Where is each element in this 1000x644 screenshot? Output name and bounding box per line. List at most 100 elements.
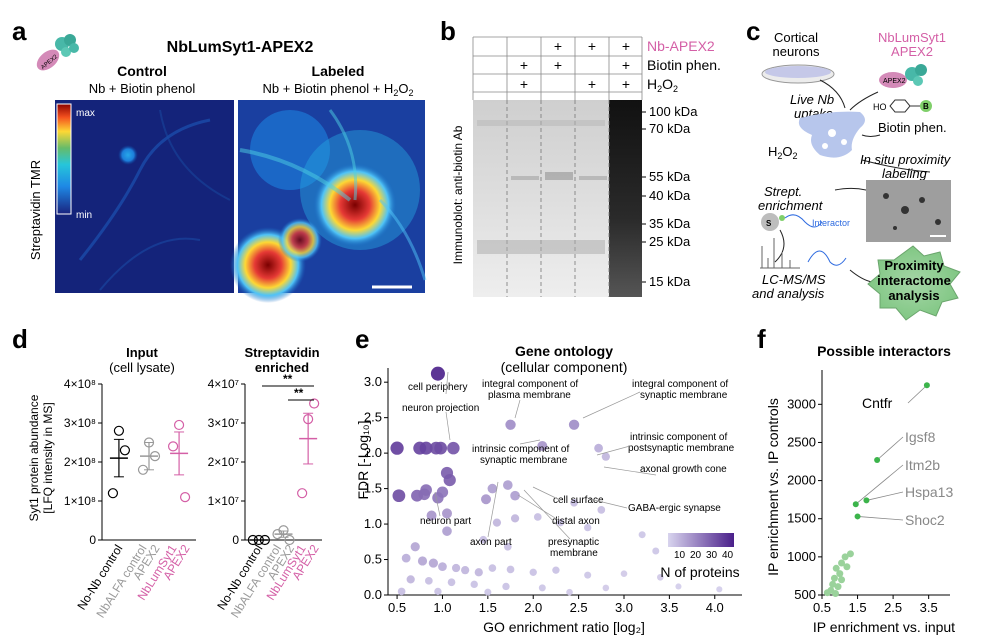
in-situ-label-2: labeling <box>882 166 928 181</box>
kda-label: 70 kDa <box>649 121 691 136</box>
y-tick-label: 3×10⁷ <box>208 416 239 430</box>
control-subheading: Nb + Biotin phenol <box>89 81 196 96</box>
strept-title: Streptavidin <box>244 345 319 360</box>
interactor-point <box>832 589 840 597</box>
go-term-point <box>447 441 460 455</box>
plus-mark: + <box>622 38 630 54</box>
data-point <box>297 488 308 499</box>
go-term-point <box>584 571 592 579</box>
control-image <box>55 100 234 293</box>
interactor-label: Interactor <box>812 218 850 228</box>
data-point <box>149 451 161 462</box>
data-point <box>259 534 270 546</box>
go-term-point <box>638 531 646 539</box>
e-legend-bar <box>668 533 734 547</box>
colorbar-max: max <box>76 108 95 119</box>
kda-markers: 100 kDa 70 kDa 55 kDa 40 kDa 35 kDa 25 kDa 15 … <box>642 104 698 289</box>
control-image-texture <box>78 109 231 291</box>
go-term-point <box>451 563 461 573</box>
interactor-point <box>829 580 837 588</box>
data-point <box>137 464 149 475</box>
go-term-point <box>602 584 610 592</box>
annot-presynaptic-2: membrane <box>550 548 598 559</box>
data-point <box>303 414 314 425</box>
go-term-point <box>434 587 442 596</box>
go-term-point <box>556 518 565 527</box>
construct-label-2: APEX2 <box>891 44 933 59</box>
y-tick-label: 4×10⁸ <box>64 377 96 391</box>
colorbar <box>56 103 72 215</box>
kda-label: 25 kDa <box>649 234 691 249</box>
go-term-point <box>392 489 406 503</box>
e-xlabel: GO enrichment ratio [log₂] <box>483 619 645 635</box>
go-term-point <box>594 443 603 453</box>
go-term-point <box>420 484 432 496</box>
x-tick-label: 0.5 <box>388 600 406 615</box>
y-tick-label: 2500 <box>787 434 816 449</box>
neuron-icon <box>798 111 865 158</box>
y-tick-label: 2×10⁷ <box>208 455 239 469</box>
go-term-point <box>426 510 437 521</box>
f-plot: 500 1000 1500 2000 2500 3000 0.5 1.5 2.5 3.5 Cntfr… <box>787 370 953 615</box>
data-point <box>179 492 191 503</box>
data-point <box>272 529 283 540</box>
labeled-subheading: Nb + Biotin phenol + H2O2 <box>263 81 414 98</box>
sig-label-2: ** <box>294 386 304 400</box>
y-tick-label: 2.5 <box>364 410 382 425</box>
s-label: S <box>766 219 772 228</box>
live-nb-label: Live Nb <box>790 92 834 107</box>
interactor-label: Hspa13 <box>905 484 953 500</box>
y-tick-label: 1.5 <box>364 481 382 496</box>
blot-bands <box>477 120 607 254</box>
y-tick-label: 3×10⁸ <box>64 416 96 430</box>
em-texture <box>883 193 946 237</box>
x-tick-label: 4.0 <box>706 600 724 615</box>
leader-line <box>866 491 904 501</box>
go-term-point <box>652 547 660 555</box>
blot-ylabel: Immunoblot: anti-biotin Ab <box>451 125 465 264</box>
go-term-point <box>390 441 404 455</box>
row-label-nb-apex2: Nb-APEX2 <box>647 38 715 54</box>
go-term-point <box>425 576 433 585</box>
plus-mark: + <box>554 38 562 54</box>
annot-neuron-part: neuron part <box>420 516 471 527</box>
data-point <box>143 437 155 448</box>
x-tick-label: 2.5 <box>884 600 902 615</box>
control-heading: Control <box>117 63 167 79</box>
d-ylabel-2: [LFQ intensity in MS] <box>41 402 55 513</box>
ms-spectrum-icon <box>760 238 847 269</box>
condition-table <box>472 36 643 100</box>
plus-mark: + <box>622 76 630 92</box>
interactor-point <box>843 563 851 571</box>
go-term-point <box>461 566 470 575</box>
go-term-point <box>442 508 452 519</box>
x-tick-label: 2.0 <box>524 600 542 615</box>
go-term-point <box>406 575 415 584</box>
panel-a-ylabel: Streptavidin TMR <box>28 160 43 260</box>
d-ylabel-1: Syt1 protein abundance <box>27 394 41 521</box>
y-tick-label: 0.0 <box>364 587 382 602</box>
e-leader-lines <box>434 371 657 540</box>
b-tag-label: B <box>923 102 929 111</box>
biotin-phenol-icon: HO B <box>873 99 932 113</box>
panel-a: a APEX2 NbLumSyt1-APEX2 Control Nb + Bio… <box>12 16 427 303</box>
go-term-point <box>397 587 406 596</box>
annot-integral-synaptic-2: synaptic membrane <box>640 390 728 401</box>
proximity-label-2: interactome <box>877 273 951 288</box>
interactor-point <box>832 564 840 572</box>
annot-cell-periphery: cell periphery <box>408 382 467 393</box>
culture-dish-icon <box>761 64 835 84</box>
strept-label-2: enrichment <box>758 198 824 213</box>
go-term-point <box>488 564 497 572</box>
y-tick-label: 0 <box>89 533 96 547</box>
interactor-label: Shoc2 <box>905 512 945 528</box>
go-term-point <box>502 582 510 591</box>
go-term-point <box>601 452 610 461</box>
y-tick-label: 500 <box>794 587 816 602</box>
go-term-point <box>484 588 492 596</box>
apex2-nanobody-icon: APEX2 <box>879 64 927 88</box>
go-term-point <box>566 588 573 596</box>
panel-label-f: f <box>757 324 766 354</box>
go-term-point <box>436 486 449 498</box>
labeled-heading: Labeled <box>312 63 365 79</box>
